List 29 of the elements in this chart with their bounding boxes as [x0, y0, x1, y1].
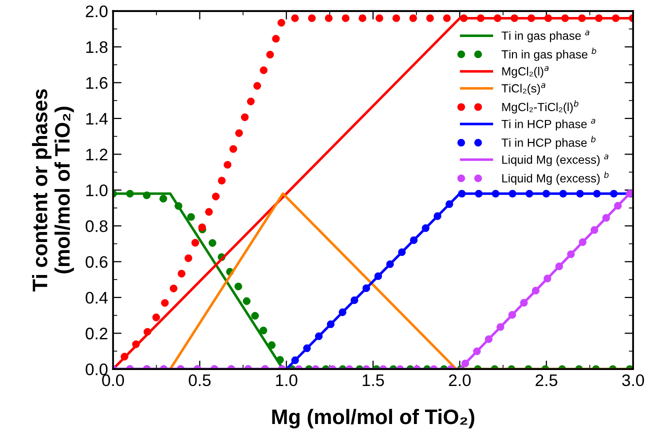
x-tick-label: 0.0 [102, 374, 124, 386]
legend-label: Ti in HCP phase $^{a}$ [502, 118, 596, 131]
legend-label: MgCl₂(l)$^{a}$ [502, 66, 549, 78]
x-tick-label: 3.0 [622, 374, 644, 386]
y-tick-label: 1.2 [86, 148, 108, 160]
y-tick-label: 0.4 [86, 292, 108, 304]
legend-label: Ti in HCP phase $^{b}$ [502, 136, 596, 150]
legend-label: Liquid Mg (excess) $^{b}$ [502, 172, 609, 185]
legend-label: TiCl₂(s)$^{a}$ [502, 83, 546, 95]
y-tick-label: 0.2 [86, 328, 108, 340]
legend-label: Liquid Mg (excess) $^{a}$ [502, 154, 608, 166]
x-tick-label: 2.5 [536, 374, 558, 386]
y-axis-title: Ti content or phases (mol/mol of TiO₂) [32, 89, 74, 292]
y-tick-label: 1.8 [86, 41, 108, 54]
legend-label: Ti in gas phase $^{a}$ [502, 30, 590, 42]
x-tick-label: 1.5 [362, 374, 384, 386]
y-tick-label: 0.0 [86, 363, 108, 376]
legend-label: Tin in gas phase $^{b}$ [502, 48, 596, 61]
y-tick-label: 1.6 [86, 77, 108, 89]
y-tick-label: 2.0 [86, 5, 108, 18]
y-tick-label: 1.4 [86, 113, 108, 124]
x-axis-title: Mg (mol/mol of TiO₂) [272, 408, 474, 428]
legend-label: MgCl₂-TiCl₂(l)$^{b}$ [502, 100, 578, 114]
y-tick-label: 1.0 [86, 184, 108, 196]
x-tick-label: 2.0 [448, 374, 471, 386]
x-tick-label: 1.0 [276, 374, 298, 386]
y-tick-label: 0.8 [86, 220, 108, 232]
x-tick-label: 0.5 [188, 374, 211, 386]
y-tick-label: 0.6 [86, 256, 108, 268]
